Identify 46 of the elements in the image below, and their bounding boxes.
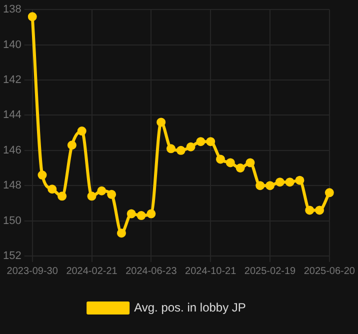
- point: [324, 188, 334, 198]
- point: [275, 178, 284, 187]
- y-tick-label: 142: [2, 74, 22, 86]
- point: [77, 126, 86, 136]
- point: [116, 228, 126, 238]
- point: [186, 142, 196, 152]
- point: [305, 206, 314, 215]
- point: [87, 192, 96, 201]
- point: [295, 176, 304, 185]
- point: [38, 170, 47, 180]
- y-tick-label: 144: [2, 109, 22, 122]
- x-tick-label: 2025-02-19: [244, 266, 296, 277]
- point: [67, 140, 76, 150]
- point: [146, 209, 156, 218]
- point: [266, 181, 275, 190]
- point: [156, 118, 166, 127]
- x-tick-label: 2025-06-20: [304, 266, 356, 277]
- point: [256, 181, 265, 190]
- point: [28, 12, 37, 22]
- y-tick-label: 138: [2, 4, 22, 16]
- x-tick-label: 2024-02-21: [66, 266, 118, 277]
- x-tick-label: 2024-10-21: [185, 266, 237, 277]
- point: [176, 146, 186, 155]
- y-tick-label: 148: [2, 180, 22, 192]
- point: [166, 144, 176, 154]
- point: [58, 192, 67, 201]
- y-tick-label: 150: [2, 214, 22, 227]
- point: [196, 137, 206, 146]
- point: [48, 184, 57, 194]
- point: [236, 164, 245, 172]
- point: [216, 154, 225, 164]
- legend-label: Avg. pos. in lobby JP: [134, 300, 246, 314]
- point: [246, 158, 255, 168]
- point: [285, 178, 294, 187]
- point: [136, 211, 146, 220]
- x-tick-label: 2024-06-23: [126, 266, 178, 277]
- point: [97, 186, 106, 196]
- y-tick-label: 140: [2, 38, 22, 51]
- point: [226, 158, 235, 168]
- point: [315, 206, 324, 215]
- point: [107, 190, 116, 199]
- y-tick-label: 146: [2, 144, 22, 156]
- point: [206, 137, 216, 146]
- x-tick-label: 2023-09-30: [6, 266, 58, 277]
- y-tick-label: 152: [2, 250, 22, 262]
- point: [126, 209, 136, 218]
